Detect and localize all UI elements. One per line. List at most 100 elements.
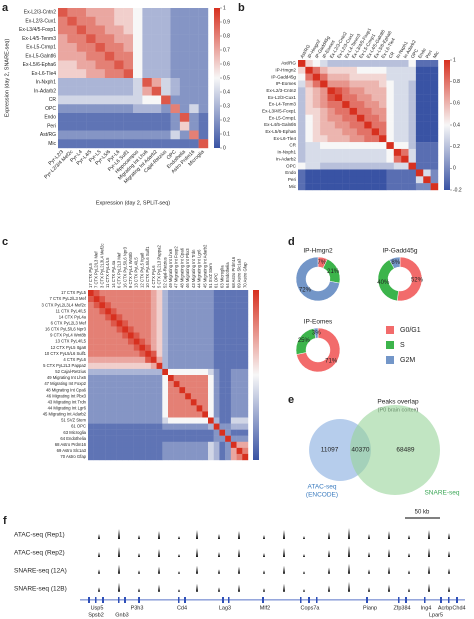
heatmap-cell	[168, 453, 174, 461]
gene-label: Chd4	[452, 605, 465, 611]
heatmap-cell	[230, 314, 237, 321]
heatmap-cell	[95, 25, 106, 35]
row-label: 52 Cajal-Retzius	[55, 369, 86, 374]
heatmap-cell	[128, 338, 134, 345]
heatmap-cell	[408, 73, 417, 81]
heatmap-cell	[415, 176, 424, 184]
heatmap-cell	[128, 435, 134, 442]
heatmap-cell	[423, 135, 431, 143]
row-label: Ex-L2/3-Cntn2	[24, 10, 56, 16]
heatmap-cell	[393, 128, 402, 136]
heatmap-cell	[208, 368, 214, 376]
heatmap-cell	[190, 435, 197, 442]
heatmap-cell	[156, 368, 163, 376]
heatmap-cell	[99, 405, 106, 412]
heatmap-cell	[327, 94, 336, 102]
heatmap-cell	[334, 128, 343, 136]
heatmap-cell	[219, 344, 226, 351]
heatmap-cell	[213, 296, 220, 303]
heatmap-cell	[393, 107, 402, 115]
gene-label: P3h3	[131, 605, 144, 611]
heatmap-cell	[342, 183, 350, 191]
heatmap-cell	[327, 66, 336, 74]
heatmap-cell	[185, 332, 192, 339]
heatmap-cell	[225, 447, 232, 455]
heatmap-cell	[116, 423, 123, 430]
column-label: Endo	[417, 47, 427, 59]
heatmap-cell	[99, 447, 106, 455]
heatmap-cell	[213, 429, 220, 436]
column-label: 12 CTX PyL5 Itga8	[139, 252, 144, 288]
colorbar	[214, 8, 220, 148]
heatmap-cell	[401, 128, 409, 136]
heatmap-cell	[327, 183, 336, 191]
heatmap-cell	[105, 375, 112, 382]
heatmap-cell	[110, 356, 117, 364]
heatmap-cell	[312, 114, 321, 122]
heatmap-cell	[104, 51, 115, 61]
heatmap-cell	[185, 447, 192, 455]
heatmap-cell	[202, 375, 209, 382]
column-label: 63 Microglia	[219, 265, 224, 288]
heatmap-cell	[145, 375, 152, 382]
heatmap-cell	[128, 302, 134, 309]
colorbar-tick-label: 0.4	[223, 89, 230, 95]
heatmap-cell	[334, 162, 343, 170]
heatmap-cell	[173, 423, 180, 430]
track-label: ATAC-seq (Rep2)	[14, 550, 65, 557]
heatmap-cell	[93, 332, 100, 339]
column-label: 61 OPC	[214, 273, 219, 288]
heatmap-cell	[110, 417, 117, 424]
heatmap-cell	[312, 155, 321, 163]
heatmap-cell	[114, 139, 124, 149]
heatmap-cell	[67, 16, 77, 26]
heatmap-cell	[334, 155, 343, 163]
heatmap-cell	[379, 183, 387, 191]
gene-label: Cops7a	[301, 605, 321, 611]
heatmap-cell	[88, 393, 94, 400]
heatmap-cell	[179, 423, 186, 430]
heatmap-cell	[150, 387, 157, 394]
heatmap-cell	[423, 148, 431, 156]
heatmap-cell	[88, 381, 94, 388]
heatmap-cell	[356, 121, 365, 129]
heatmap-cell	[122, 399, 129, 406]
heatmap-cell	[305, 94, 313, 102]
heatmap-cell	[185, 362, 192, 370]
heatmap-cell	[225, 290, 232, 297]
row-label: 70 Astro Gfap	[60, 454, 86, 459]
heatmap-cell	[133, 104, 143, 114]
colorbar	[253, 290, 259, 460]
heatmap-cell	[213, 290, 220, 297]
heatmap-cell	[320, 135, 328, 143]
heatmap-cell	[116, 314, 123, 321]
heatmap-cell	[219, 387, 226, 394]
heatmap-cell	[312, 107, 321, 115]
heatmap-cell	[88, 405, 94, 412]
heatmap-cell	[168, 387, 174, 394]
heatmap-cell	[88, 302, 94, 309]
heatmap-cell	[104, 78, 115, 87]
heatmap-cell	[230, 405, 237, 412]
colorbar-tick-label: 0.3	[223, 103, 230, 109]
heatmap-cell	[342, 135, 350, 143]
heatmap-cell	[213, 405, 220, 412]
heatmap-cell	[189, 104, 199, 114]
heatmap-cell	[208, 399, 214, 406]
heatmap-cell	[116, 393, 123, 400]
heatmap-cell	[430, 128, 439, 136]
heatmap-cell	[179, 381, 186, 388]
heatmap-cell	[133, 368, 140, 376]
heatmap-cell	[196, 314, 203, 321]
heatmap-cell	[189, 25, 199, 35]
heatmap-cell	[76, 95, 87, 105]
heatmap-cell	[133, 411, 140, 418]
heatmap-cell	[236, 447, 243, 455]
heatmap-cell	[122, 423, 129, 430]
heatmap-cell	[162, 375, 169, 382]
colorbar-tick-label: 0.2	[453, 144, 460, 150]
heatmap-cell	[162, 338, 169, 345]
heatmap-cell	[170, 69, 181, 79]
heatmap-cell	[104, 8, 115, 17]
heatmap-cell	[105, 338, 112, 345]
